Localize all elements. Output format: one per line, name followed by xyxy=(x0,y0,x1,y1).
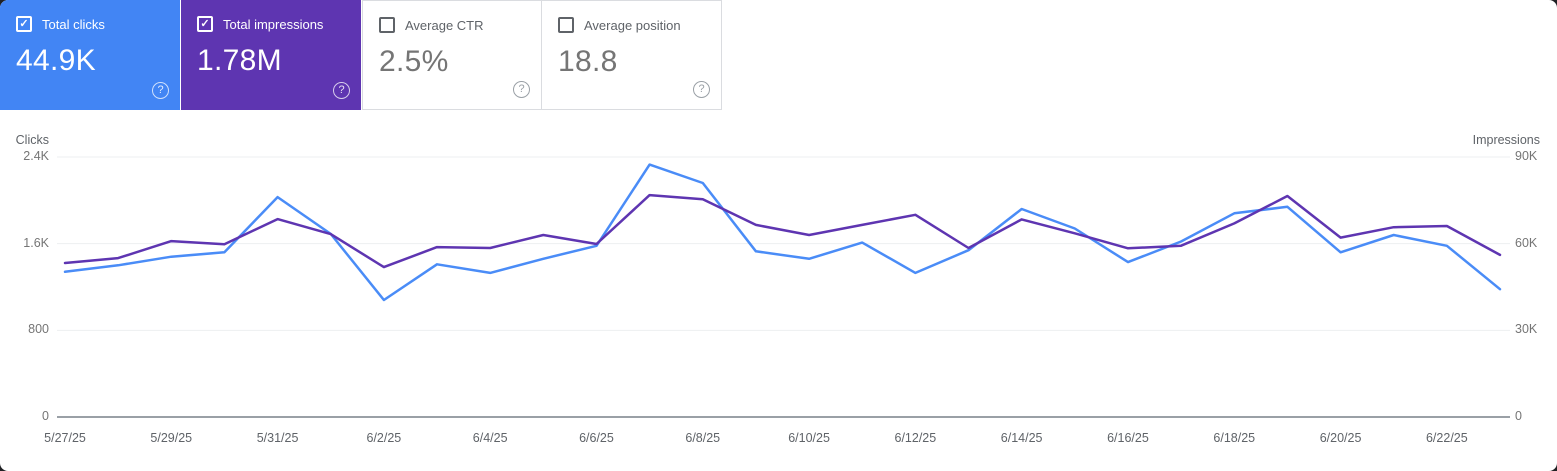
x-axis-label: 6/6/25 xyxy=(579,431,614,445)
x-axis-label: 5/27/25 xyxy=(44,431,86,445)
card-average-ctr[interactable]: ✓ Average CTR 2.5% ? xyxy=(362,0,542,110)
card-label: Total clicks xyxy=(42,16,105,32)
x-axis-label: 6/10/25 xyxy=(788,431,830,445)
x-axis-label: 6/22/25 xyxy=(1425,431,1468,445)
right-axis-title: Impressions xyxy=(1472,133,1540,147)
impressions-line[interactable] xyxy=(63,193,1502,269)
x-axis-label: 6/20/25 xyxy=(1319,431,1362,445)
checkbox-total-clicks[interactable]: ✓ xyxy=(16,16,32,32)
right-axis-tick: 0 xyxy=(1515,409,1522,423)
checkbox-total-impressions[interactable]: ✓ xyxy=(197,16,213,32)
help-icon[interactable]: ? xyxy=(693,81,710,98)
left-axis-title: Clicks xyxy=(15,133,49,147)
card-value: 18.8 xyxy=(558,45,618,78)
card-header: ✓ Average CTR xyxy=(379,17,525,33)
card-average-position[interactable]: ✓ Average position 18.8 ? xyxy=(542,0,722,110)
x-axis-label: 6/16/25 xyxy=(1107,431,1149,445)
card-value: 2.5% xyxy=(379,45,449,78)
card-total-clicks[interactable]: ✓ Total clicks 44.9K ? xyxy=(0,0,180,110)
check-icon: ✓ xyxy=(19,17,29,30)
help-icon[interactable]: ? xyxy=(513,81,530,98)
left-axis-tick: 1.6K xyxy=(23,235,49,250)
checkbox-average-position[interactable]: ✓ xyxy=(558,17,574,33)
card-label: Average CTR xyxy=(405,17,484,33)
card-value: 44.9K xyxy=(16,44,96,77)
card-total-impressions[interactable]: ✓ Total impressions 1.78M ? xyxy=(181,0,361,110)
card-label: Average position xyxy=(584,17,681,33)
left-axis-tick: 800 xyxy=(28,322,49,337)
x-axis-label: 6/12/25 xyxy=(894,431,937,445)
help-icon[interactable]: ? xyxy=(333,82,350,99)
card-value: 1.78M xyxy=(197,44,282,77)
card-header: ✓ Average position xyxy=(558,17,705,33)
x-axis-label: 5/31/25 xyxy=(256,431,299,445)
left-axis-tick: 2.4K xyxy=(23,149,49,163)
x-axis-label: 5/29/25 xyxy=(150,431,193,445)
x-axis-label: 6/14/25 xyxy=(1000,431,1043,445)
help-icon[interactable]: ? xyxy=(152,82,169,99)
clicks-line[interactable] xyxy=(63,163,1502,302)
right-axis-tick: 90K xyxy=(1515,149,1538,163)
right-axis-tick: 60K xyxy=(1515,235,1538,250)
x-axis-label: 6/8/25 xyxy=(685,431,721,445)
card-header: ✓ Total clicks xyxy=(16,16,164,32)
x-axis-label: 6/18/25 xyxy=(1213,431,1256,445)
x-axis-label: 6/2/25 xyxy=(366,431,402,445)
checkbox-average-ctr[interactable]: ✓ xyxy=(379,17,395,33)
x-axis-label: 6/4/25 xyxy=(472,431,508,445)
right-axis-tick: 30K xyxy=(1515,322,1538,337)
left-axis-tick: 0 xyxy=(42,409,49,423)
metric-cards: ✓ Total clicks 44.9K ? ✓ Total impressio… xyxy=(0,0,722,110)
card-label: Total impressions xyxy=(223,16,324,32)
check-icon: ✓ xyxy=(200,17,210,30)
card-header: ✓ Total impressions xyxy=(197,16,345,32)
